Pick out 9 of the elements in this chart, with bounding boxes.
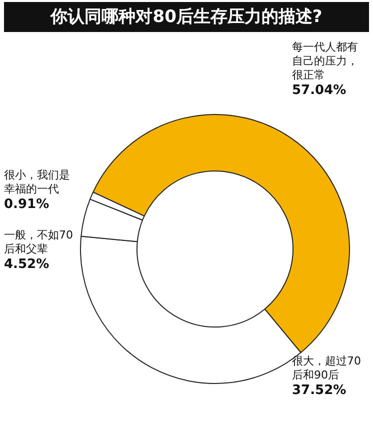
data-label: 4.52%	[4, 256, 50, 272]
data-label: 37.52%	[292, 382, 346, 398]
slice-label: 每一代人都有自己的压力，很正常	[292, 40, 358, 82]
data-label: 0.91%	[4, 196, 50, 212]
chart-title: 你认同哪种对80后生存压力的描述?	[4, 2, 369, 32]
slice-label: 一般，不如70后和父辈	[4, 228, 73, 256]
slice-label: 很小，我们是幸福的一代	[4, 168, 70, 196]
data-label: 57.04%	[292, 82, 346, 98]
slice-label: 很大，超过70后和90后	[292, 354, 361, 382]
